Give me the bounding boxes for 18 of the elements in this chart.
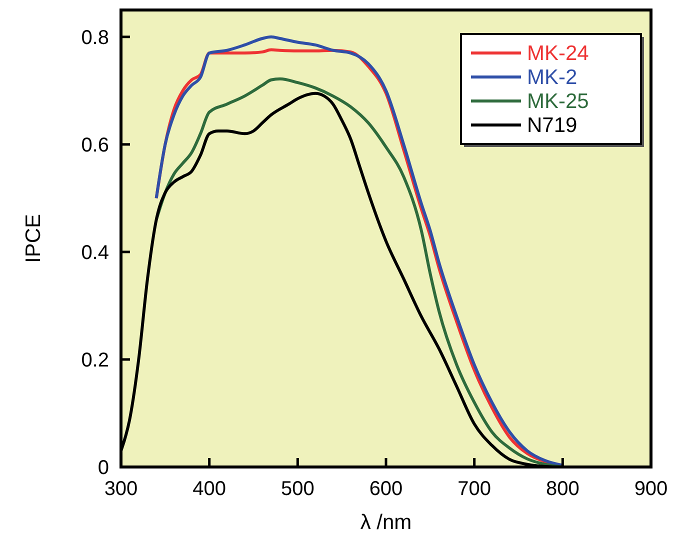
legend-label: MK-24 xyxy=(527,42,590,65)
x-tick-label: 800 xyxy=(546,478,580,500)
x-tick-label: 700 xyxy=(458,478,492,500)
x-tick-label: 500 xyxy=(280,478,314,500)
legend-label: MK-25 xyxy=(527,90,589,113)
y-tick-label: 0.2 xyxy=(81,349,109,372)
x-tick-label: 400 xyxy=(192,478,226,500)
y-tick-label: 0 xyxy=(98,457,109,479)
y-axis-title: IPCE xyxy=(22,214,45,264)
y-tick-label: 0.8 xyxy=(81,26,109,49)
x-tick-label: 900 xyxy=(634,478,668,500)
x-axis-title: λ /nm xyxy=(360,511,412,534)
x-tick-label: 300 xyxy=(104,478,138,500)
legend-label: MK-2 xyxy=(527,66,578,89)
y-tick-label: 0.6 xyxy=(81,134,109,156)
y-tick-label: 0.4 xyxy=(81,242,109,264)
legend-label: N719 xyxy=(527,114,578,137)
x-tick-label: 600 xyxy=(369,478,403,500)
